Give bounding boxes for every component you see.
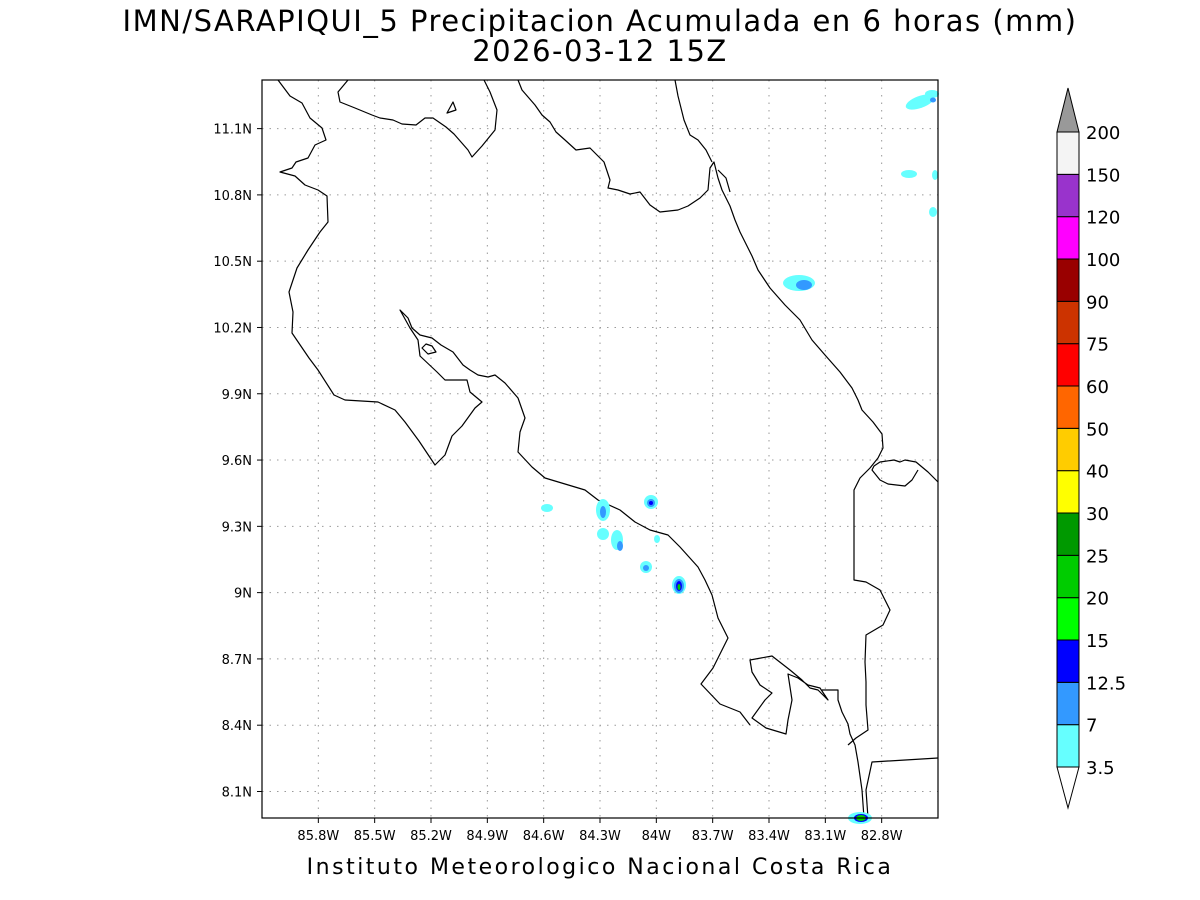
map-title: IMN/SARAPIQUI_5 Precipitacion Acumulada …: [122, 4, 1078, 38]
lon-tick-label: 83.1W: [804, 829, 846, 844]
lon-tick-label: 85.5W: [354, 829, 396, 844]
rain-cell: [901, 170, 917, 178]
colorbar-swatch: [1056, 681, 1080, 726]
rain-cell: [796, 280, 812, 290]
lat-tick-label: 9N: [234, 587, 252, 602]
rain-cell: [932, 170, 938, 180]
map-subtitle: 2026-03-12 15Z: [472, 34, 728, 68]
colorbar-level-label: 25: [1086, 546, 1109, 567]
colorbar-level-label: 75: [1086, 335, 1109, 356]
lon-tick-label: 84.6W: [523, 829, 565, 844]
coastline-mainland: [277, 79, 751, 726]
coastline-burica: [822, 689, 865, 819]
colorbar-swatch: [1056, 470, 1080, 514]
colorbar-level-label: 30: [1086, 504, 1109, 525]
rain-cell: [905, 94, 935, 110]
colorbar-swatch: [1056, 512, 1080, 556]
colorbar-level-label: 90: [1086, 292, 1109, 313]
lat-tick-label: 8.4N: [222, 719, 252, 734]
colorbar-swatch: [1056, 258, 1080, 302]
island-north: [446, 101, 457, 114]
lat-tick-label: 10.2N: [213, 321, 252, 336]
coastline-nicaragua-lake: [674, 79, 939, 487]
rain-cell: [654, 535, 660, 543]
lon-tick-label: 83.7W: [692, 829, 734, 844]
rain-cell: [649, 501, 653, 505]
colorbar-level-label: 40: [1086, 462, 1109, 483]
colorbar-swatch: [1056, 724, 1080, 768]
colorbar-level-label: 120: [1086, 208, 1120, 229]
lon-tick-label: 82.8W: [861, 829, 903, 844]
colorbar-swatch: [1056, 173, 1080, 218]
colorbar-swatch: [1056, 427, 1080, 472]
rain-cell: [617, 541, 623, 551]
colorbar-level-label: 7: [1086, 716, 1097, 737]
lat-tick-label: 9.3N: [222, 520, 252, 535]
lat-tick-label: 10.8N: [213, 189, 252, 204]
colorbar-swatch: [1056, 554, 1080, 599]
colorbar-level-label: 100: [1086, 250, 1120, 271]
lon-tick-label: 84W: [642, 829, 672, 844]
colorbar: 3.5 7 12.5 15 20 25 30 40 50 60 75 90 100 120 150 200: [1056, 87, 1126, 810]
lon-tick-label: 83.4W: [748, 829, 790, 844]
coastline-osa: [749, 655, 829, 735]
lat-tick-label: 8.1N: [222, 785, 252, 800]
map-grid: [262, 80, 938, 818]
colorbar-level-label: 15: [1086, 631, 1109, 652]
colorbar-swatch: [1056, 300, 1080, 345]
colorbar-swatch: [1056, 385, 1080, 429]
colorbar-level-label: 150: [1086, 165, 1120, 186]
lat-tick-label: 9.6N: [222, 454, 252, 469]
rain-cell: [597, 528, 609, 540]
colorbar-swatch: [1056, 639, 1080, 683]
lon-tick-label: 84.9W: [466, 829, 508, 844]
colorbar-level-label: 3.5: [1086, 758, 1115, 779]
colorbar-low-triangle: [1056, 766, 1080, 810]
rain-cell: [930, 97, 936, 103]
rain-cell: [541, 504, 553, 512]
rain-cell: [643, 565, 649, 571]
colorbar-level-label: 60: [1086, 377, 1109, 398]
colorbar-level-label: 50: [1086, 419, 1109, 440]
island-chira: [421, 343, 437, 355]
colorbar-high-triangle: [1056, 87, 1080, 133]
rain-cell: [677, 584, 681, 590]
lat-tick-label: 10.5N: [213, 255, 252, 270]
lon-tick-label: 85.2W: [410, 829, 452, 844]
colorbar-swatch: [1056, 343, 1080, 387]
footer-credit: Instituto Meteorologico Nacional Costa R…: [306, 855, 894, 880]
rain-cell: [925, 90, 939, 98]
lat-tick-label: 9.9N: [222, 388, 252, 403]
coastline-panama-pacific: [865, 757, 939, 819]
lat-tick-label: 8.7N: [222, 653, 252, 668]
colorbar-level-label: 12.5: [1086, 673, 1126, 694]
colorbar-swatch: [1056, 597, 1080, 641]
lat-tick-label: 11.1N: [213, 123, 252, 138]
rain-cell: [600, 506, 606, 518]
colorbar-swatch: [1056, 131, 1080, 175]
precipitation-fill: [541, 90, 939, 824]
lon-tick-label: 84.3W: [579, 829, 621, 844]
colorbar-level-label: 20: [1086, 589, 1109, 610]
rain-cell: [929, 207, 937, 217]
colorbar-swatch: [1056, 216, 1080, 260]
coastline-caribbean: [337, 79, 891, 746]
axis-labels: 11.1N 10.8N 10.5N 10.2N 9.9N 9.6N 9.3N 9N 8.7N 8.…: [213, 123, 902, 844]
coastlines: [277, 79, 939, 819]
colorbar-level-label: 200: [1086, 123, 1120, 144]
lon-tick-label: 85.8W: [297, 829, 339, 844]
